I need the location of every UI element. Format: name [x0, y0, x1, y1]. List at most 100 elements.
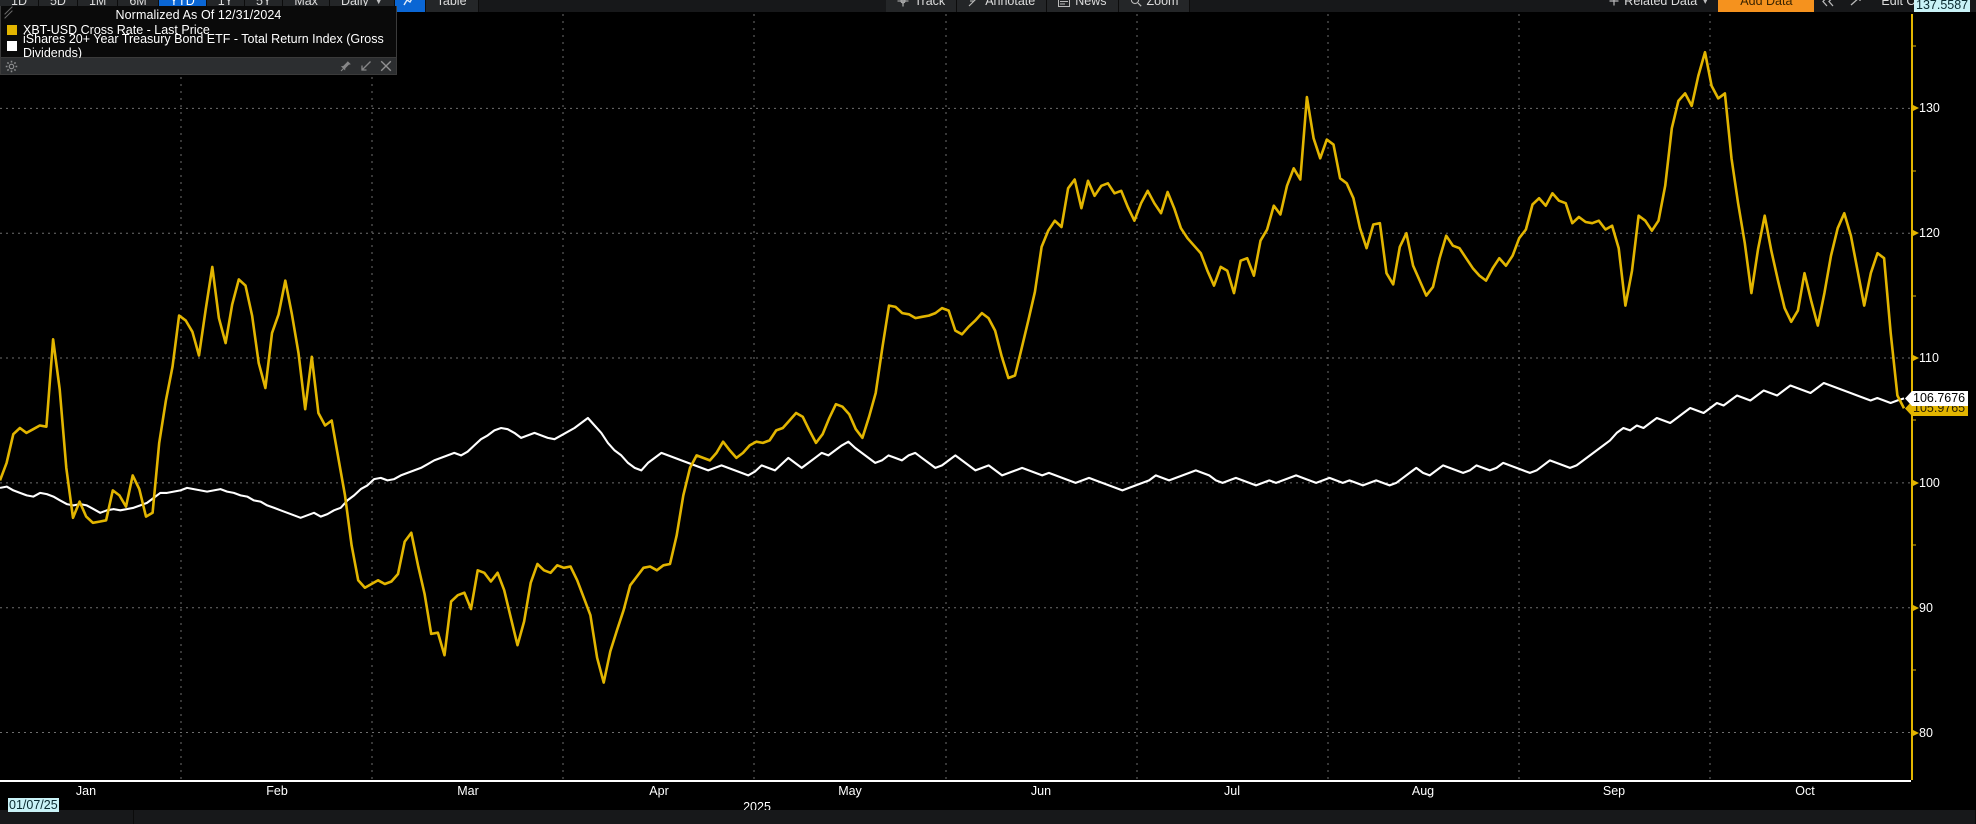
price-flag-treasury-etf: 106.7676 — [1905, 390, 1969, 406]
news-button-label: News — [1075, 0, 1107, 8]
annotate-button[interactable]: Annotate — [957, 0, 1048, 12]
x-axis-tick-may: May — [838, 784, 862, 798]
panel-settings-group — [1, 60, 18, 73]
pin-icon[interactable] — [340, 60, 352, 72]
y-axis-minor-tick — [1911, 544, 1916, 546]
flag-tip-gold — [1905, 400, 1912, 416]
range-button-5y-label: 5Y — [256, 0, 272, 8]
series-line-xbt-usd — [0, 50, 1906, 684]
track-button[interactable]: Track — [886, 0, 958, 12]
status-cell-1 — [0, 810, 135, 824]
range-button-6m-label: 6M — [129, 0, 147, 8]
y-axis-tick-arrow-80 — [1911, 728, 1919, 737]
range-button-ytd-label: YTD — [169, 0, 195, 8]
table-button[interactable]: Table — [425, 0, 479, 12]
legend-title: Normalized As Of 12/31/2024 — [115, 8, 282, 22]
x-axis-tick-mar: Mar — [457, 784, 479, 798]
related-data-button[interactable]: Related Data ▾ — [1598, 0, 1718, 12]
legend-panel-controlbar — [0, 58, 397, 75]
x-axis-tick-jan: Jan — [75, 784, 97, 798]
chart-type-line-button[interactable] — [394, 0, 426, 12]
y-axis-tick-arrow-110 — [1911, 354, 1919, 363]
plus-icon — [1609, 0, 1619, 6]
status-cell-2 — [134, 810, 1976, 824]
y-axis-tick-110: 110 — [1919, 351, 1939, 366]
x-axis-tick-apr: Apr — [649, 784, 669, 798]
news-button[interactable]: News — [1047, 0, 1119, 12]
flag-tip-white — [1905, 390, 1912, 406]
legend-label-treasury-etf: iShares 20+ Year Treasury Bond ETF - Tot… — [23, 32, 384, 60]
range-button-1y-label: 1Y — [217, 0, 234, 8]
chevron-down-icon-related: ▾ — [1703, 0, 1708, 6]
start-date-chip[interactable]: 01/07/25 — [8, 798, 59, 812]
data-actions-group: Related Data ▾ Add Data Edit Chart — [1598, 0, 1976, 12]
x-axis-tick-sep: Sep — [1602, 784, 1626, 798]
edit-chart-button[interactable]: Edit Chart — [1870, 0, 1948, 12]
y-axis-minor-tick — [1911, 669, 1916, 671]
series-line-treasury-etf — [0, 381, 1905, 519]
crosshair-icon — [897, 0, 909, 7]
add-data-label: Add Data — [1740, 0, 1793, 8]
y-axis-tick-90: 90 — [1919, 600, 1933, 615]
y-axis-minor-tick — [1911, 45, 1916, 47]
y-axis-top-value: 137.5587 — [1914, 0, 1971, 12]
edit-chart-label: Edit Chart — [1881, 0, 1937, 8]
status-bar — [0, 810, 1976, 824]
x-axis-tick-jul: Jul — [1224, 784, 1240, 798]
magnifier-icon — [1130, 0, 1142, 7]
y-axis-tick-100: 100 — [1919, 475, 1940, 490]
expand-panel-button[interactable] — [1842, 0, 1870, 12]
price-flag-treasury-etf-value: 106.7676 — [1912, 390, 1969, 406]
x-axis-tick-oct: Oct — [1795, 784, 1815, 798]
x-axis-tick-jun: Jun — [1030, 784, 1052, 798]
y-axis-minor-tick — [1911, 170, 1916, 172]
y-axis-minor-tick — [1911, 419, 1916, 421]
range-button-1d-label: 1D — [11, 0, 27, 8]
gear-icon[interactable] — [5, 60, 18, 73]
drag-handle-icon[interactable] — [3, 6, 15, 19]
range-button-max-label: Max — [294, 0, 318, 8]
y-axis-tick-arrow-130 — [1911, 104, 1919, 113]
y-axis-minor-tick — [1911, 295, 1916, 297]
range-button-1m-label: 1M — [88, 0, 107, 8]
legend-label-xbt-usd: XBT-USD Cross Rate - Last Price — [23, 23, 210, 37]
y-axis-tick-arrow-90 — [1911, 603, 1919, 612]
news-lines-icon — [1058, 0, 1071, 7]
arrow-down-left-icon[interactable] — [360, 60, 372, 72]
collapse-panel-button[interactable] — [1814, 0, 1842, 12]
y-axis-tick-130: 130 — [1919, 101, 1940, 116]
x-axis-line — [0, 780, 1911, 782]
y-axis-tick-80: 80 — [1919, 725, 1933, 740]
table-button-label: Table — [436, 0, 467, 8]
add-data-button[interactable]: Add Data — [1718, 0, 1815, 12]
range-button-5d-label: 5D — [49, 0, 66, 8]
legend-item-xbt-usd[interactable]: XBT-USD Cross Rate - Last Price — [1, 22, 396, 38]
zoom-button-label: Zoom — [1146, 0, 1179, 8]
gridlines — [0, 107, 1911, 734]
periodicity-label: Daily — [340, 0, 369, 8]
legend-swatch-xbt-usd — [7, 25, 17, 35]
panel-window-controls — [340, 60, 396, 72]
close-icon[interactable] — [380, 60, 392, 72]
related-data-label: Related Data — [1624, 0, 1698, 8]
annotate-button-label: Annotate — [985, 0, 1036, 8]
x-axis-tick-aug: Aug — [1411, 784, 1435, 798]
legend-item-treasury-etf[interactable]: iShares 20+ Year Treasury Bond ETF - Tot… — [1, 32, 396, 60]
chart-plot-area[interactable] — [0, 14, 1911, 780]
y-axis-tick-arrow-100 — [1911, 478, 1919, 487]
vertical-gridlines — [180, 14, 1711, 780]
line-chart-icon — [403, 0, 417, 7]
diagonal-arrow-icon — [1849, 0, 1863, 7]
zoom-button[interactable]: Zoom — [1118, 0, 1191, 12]
double-chevron-left-icon — [1821, 0, 1835, 7]
chart-tools-group: Track Annotate News Zoom — [886, 0, 1191, 12]
pencil-line-icon — [968, 0, 980, 7]
chart-svg — [0, 14, 1911, 780]
chart-legend-panel[interactable]: Normalized As Of 12/31/2024 XBT-USD Cros… — [0, 6, 397, 60]
y-axis-tick-120: 120 — [1919, 226, 1940, 241]
x-axis-tick-feb: Feb — [266, 784, 288, 798]
chevron-down-icon: ▼ — [374, 0, 383, 6]
y-axis-tick-arrow-120 — [1911, 229, 1919, 238]
track-button-label: Track — [914, 0, 946, 8]
